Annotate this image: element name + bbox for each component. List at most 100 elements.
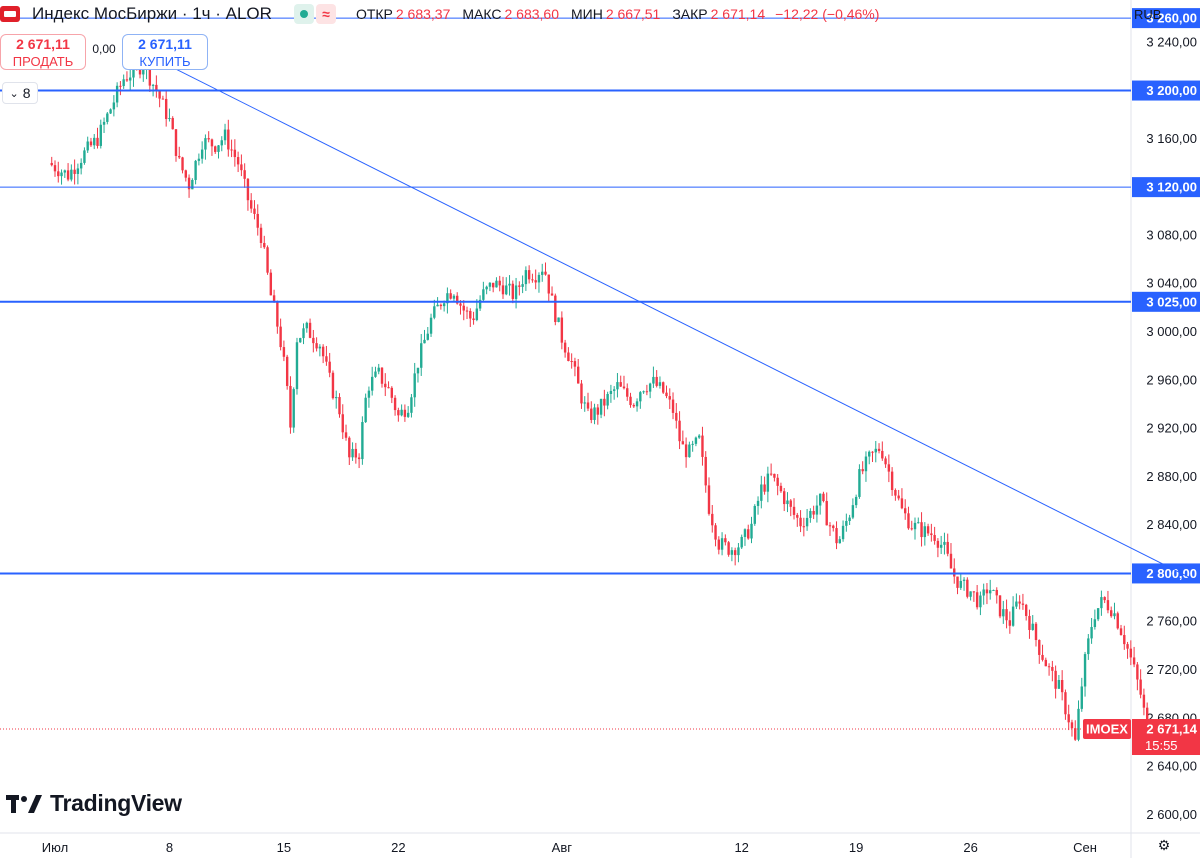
candle-body xyxy=(861,469,864,472)
candle-body xyxy=(606,393,609,406)
status-badges: ≈ xyxy=(293,4,336,24)
candle-body xyxy=(720,538,724,550)
candle-body xyxy=(541,271,544,275)
approx-wave-icon[interactable]: ≈ xyxy=(315,4,336,24)
candle-body xyxy=(1090,627,1093,639)
indicators-collapse-button[interactable]: ⌄ 8 xyxy=(2,82,38,104)
candle-body xyxy=(53,165,57,172)
candle-body xyxy=(1080,686,1083,709)
y-tick-label: 2 880,00 xyxy=(1146,469,1197,484)
indicators-count: 8 xyxy=(22,85,31,101)
candle-body xyxy=(1110,610,1113,617)
candle-body xyxy=(491,282,495,288)
candle-body xyxy=(308,322,312,338)
candle-body xyxy=(1044,659,1048,667)
candle-body xyxy=(102,121,106,125)
candle-body xyxy=(469,310,472,319)
candle-body xyxy=(66,170,70,180)
candle-body xyxy=(387,387,390,389)
candle-body xyxy=(472,318,475,321)
candle-body xyxy=(599,398,603,415)
y-tick-label: 2 640,00 xyxy=(1146,759,1197,774)
candle-body xyxy=(753,505,756,524)
candle-body xyxy=(835,528,838,544)
candle-body xyxy=(609,390,613,394)
candle-body xyxy=(681,441,685,445)
market-open-icon[interactable] xyxy=(293,4,314,24)
candle-body xyxy=(184,170,187,178)
candle-body xyxy=(1005,609,1008,621)
candle-body xyxy=(243,170,246,179)
x-tick-label: 12 xyxy=(734,840,748,855)
candle-body xyxy=(99,124,102,146)
candle-body xyxy=(707,485,711,514)
candle-body xyxy=(936,540,940,548)
candle-body xyxy=(96,137,99,146)
candle-body xyxy=(577,366,580,384)
candle-body xyxy=(112,102,116,110)
currency-selector[interactable]: RUB xyxy=(1134,6,1162,22)
tradingview-logo[interactable]: TradingView xyxy=(6,790,182,817)
ticker-tag xyxy=(1083,719,1131,740)
candle-body xyxy=(191,179,194,190)
candle-body xyxy=(1145,707,1149,724)
candle-body xyxy=(406,412,410,417)
candle-body xyxy=(289,385,292,428)
candle-body xyxy=(1038,640,1041,655)
candle-body xyxy=(129,77,132,81)
candle-body xyxy=(400,409,403,416)
sell-label: ПРОДАТЬ xyxy=(12,54,74,69)
buy-button[interactable]: 2 671,11 КУПИТЬ xyxy=(122,34,208,70)
candle-body xyxy=(511,283,514,299)
candle-body xyxy=(89,141,93,146)
candle-body xyxy=(63,170,67,173)
candle-body xyxy=(645,391,649,393)
level-price-tag xyxy=(1132,563,1200,584)
candle-body xyxy=(557,317,560,323)
candle-body xyxy=(488,282,492,287)
bar-timer-label: 15:55 xyxy=(1145,738,1178,753)
candle-body xyxy=(1008,620,1012,626)
candle-body xyxy=(361,422,364,460)
candle-body xyxy=(1070,722,1074,729)
candle-body xyxy=(838,539,841,544)
candle-body xyxy=(773,473,776,478)
candle-body xyxy=(946,541,949,554)
candle-body xyxy=(348,437,351,458)
candle-body xyxy=(939,544,943,548)
candle-body xyxy=(456,295,459,304)
sell-button[interactable]: 2 671,11 ПРОДАТЬ xyxy=(0,34,86,70)
candle-body xyxy=(550,293,554,296)
settings-gear-icon[interactable]: ⚙ xyxy=(1157,836,1171,853)
candle-body xyxy=(812,511,815,515)
candle-body xyxy=(730,550,734,555)
candle-body xyxy=(848,517,851,521)
candle-body xyxy=(351,448,354,458)
candle-body xyxy=(1067,714,1070,723)
symbol-info[interactable]: Индекс МосБиржи · 1ч · ALOR xyxy=(0,4,272,24)
candle-body xyxy=(1041,654,1044,660)
candle-body xyxy=(704,456,707,486)
symbol-title[interactable]: Индекс МосБиржи · 1ч · ALOR xyxy=(32,4,272,23)
candle-body xyxy=(877,448,881,451)
candle-body xyxy=(76,168,80,174)
last-price-label: 2 671,14 xyxy=(1146,722,1197,737)
candle-body xyxy=(894,490,897,496)
candle-body xyxy=(1015,601,1018,607)
level-price-tag xyxy=(1132,291,1200,312)
ohlc-high: МАКС 2 683,60 xyxy=(462,6,559,22)
candle-body xyxy=(691,443,694,445)
trendline[interactable] xyxy=(141,51,1192,579)
candle-body xyxy=(465,310,469,312)
candle-body xyxy=(416,367,420,374)
candle-body xyxy=(711,513,714,526)
candle-body xyxy=(459,303,462,306)
candle-body xyxy=(737,547,740,556)
candle-body xyxy=(1021,603,1025,605)
candle-body xyxy=(420,343,423,368)
y-tick-label: 2 600,00 xyxy=(1146,807,1197,822)
candle-body xyxy=(370,376,374,391)
candle-body xyxy=(115,85,119,103)
candle-body xyxy=(1103,597,1106,601)
